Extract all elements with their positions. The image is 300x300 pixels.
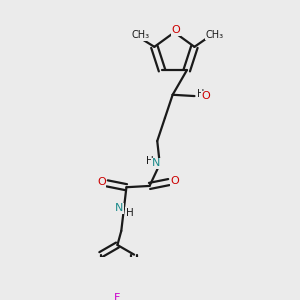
Text: CH₃: CH₃: [131, 30, 149, 40]
Text: H: H: [126, 208, 134, 218]
Text: O: O: [171, 25, 180, 35]
Text: F: F: [114, 293, 121, 300]
Text: O: O: [170, 176, 179, 186]
Text: O: O: [202, 91, 210, 101]
Text: O: O: [97, 177, 106, 187]
Text: CH₃: CH₃: [206, 30, 224, 40]
Text: H: H: [146, 156, 154, 166]
Text: H: H: [196, 89, 204, 99]
Text: N: N: [115, 203, 123, 213]
Text: N: N: [152, 158, 160, 168]
